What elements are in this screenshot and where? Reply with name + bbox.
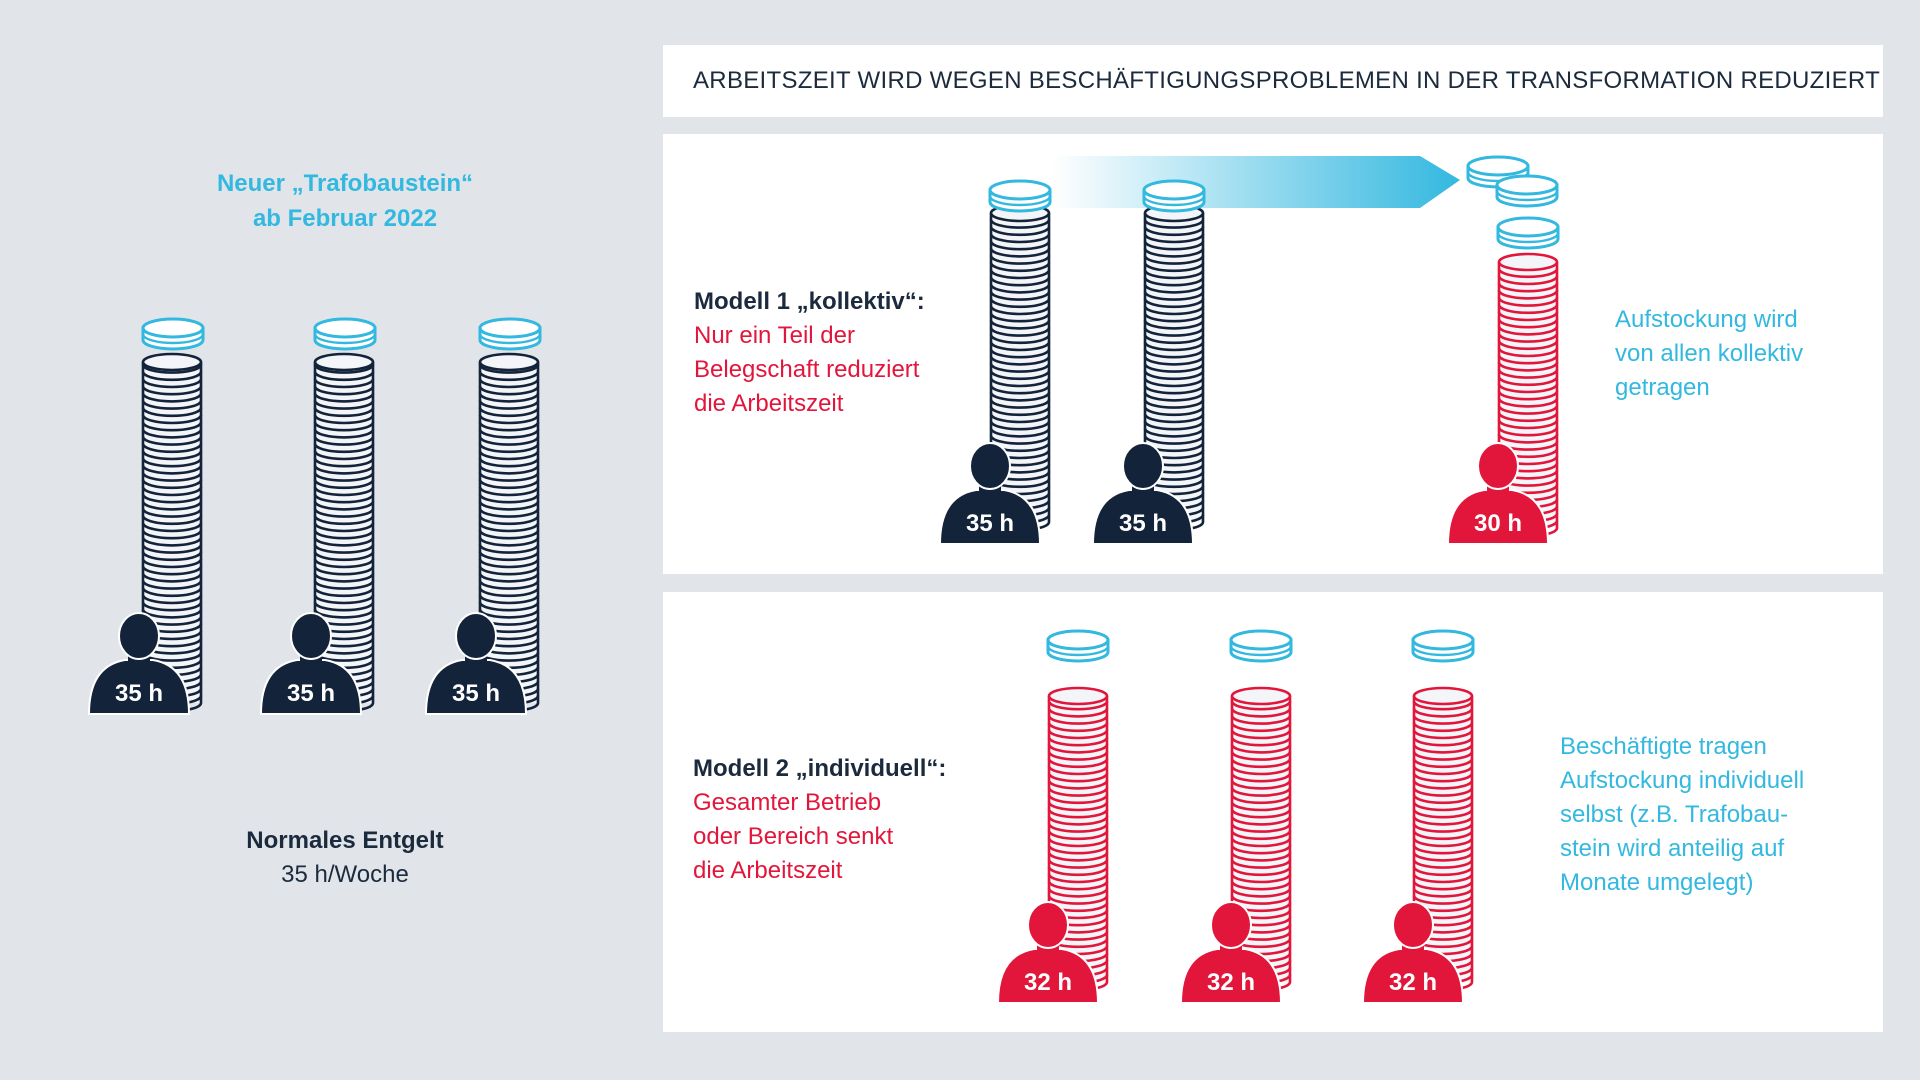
person-icon: 35 h [424,612,528,715]
person-icon: 35 h [87,612,191,715]
model2-heading: Modell 2 „individuell“: [693,755,947,782]
coin-icon [988,179,1052,213]
model1-note-line: Aufstockung wird [1615,306,1798,333]
coin-icon [141,317,205,351]
hours-label: 35 h [452,680,500,707]
model2-note-line: selbst (z.B. Trafobau- [1560,801,1789,828]
trafobaustein-title-line1: Neuer „Trafobaustein“ [216,170,474,197]
coin-stack [313,352,375,713]
coin-icon [1496,216,1560,250]
model2-note-line: Monate umgelegt) [1560,869,1754,896]
model1-desc-line: Nur ein Teil der [694,322,855,349]
coin-icon [1411,629,1475,663]
model1-note: Aufstockung wird von allen kollektiv get… [1615,303,1803,405]
coin-icon [1046,629,1110,663]
coin-stack [141,352,203,713]
coin-stack [989,203,1051,532]
model1-note-line: von allen kollektiv [1615,340,1804,367]
trafobaustein-title: Neuer „Trafobaustein“ ab Februar 2022 [150,166,540,236]
person-icon: 30 h [1446,442,1550,545]
hours-label: 35 h [1119,510,1167,537]
person-icon: 32 h [1179,901,1283,1004]
hours-label: 32 h [1207,969,1255,996]
hours-label: 30 h [1474,510,1522,537]
coin-icon [1142,179,1206,213]
model2-desc-line: oder Bereich senkt [693,823,894,850]
model2-desc-line: Gesamter Betrieb [693,789,882,816]
model1-desc-line: Belegschaft reduziert [694,356,920,383]
coin-stack [1230,686,1292,992]
hours-label: 32 h [1389,969,1437,996]
coin-icon [478,317,542,351]
coin-icon [313,317,377,351]
model2-note: Beschäftigte tragen Aufstockung individu… [1560,730,1804,900]
coin-stack [478,352,540,713]
person-icon: 35 h [938,442,1042,545]
model2-desc-line: die Arbeitszeit [693,857,843,884]
model1-desc-line: die Arbeitszeit [694,390,844,417]
model2-note-line: stein wird anteilig auf [1560,835,1785,862]
normal-pay-caption-sub: 35 h/Woche [281,861,409,888]
person-icon: 32 h [1361,901,1465,1004]
model1-heading: Modell 1 „kollektiv“: [694,288,925,315]
model1-text: Modell 1 „kollektiv“: Nur ein Teil der B… [694,285,925,421]
trafobaustein-title-line2: ab Februar 2022 [252,205,438,232]
model1-note-line: getragen [1615,374,1710,401]
hours-label: 35 h [287,680,335,707]
hours-label: 32 h [1024,969,1072,996]
model2-note-line: Beschäftigte tragen [1560,733,1767,760]
model2-text: Modell 2 „individuell“: Gesamter Betrieb… [693,752,946,888]
hours-label: 35 h [966,510,1014,537]
model2-note-line: Aufstockung individuell [1560,767,1805,794]
coin-icon [1229,629,1293,663]
person-icon: 35 h [1091,442,1195,545]
arrow-icon [1052,156,1460,208]
hours-label: 35 h [115,680,163,707]
header-bar: ARBEITSZEIT WIRD WEGEN BESCHÄFTIGUNGSPRO… [663,45,1883,117]
person-icon: 35 h [259,612,363,715]
person-icon: 32 h [996,901,1100,1004]
header-title: ARBEITSZEIT WIRD WEGEN BESCHÄFTIGUNGSPRO… [693,67,1881,94]
normal-pay-caption-title: Normales Entgelt [246,827,444,854]
normal-pay-caption: Normales Entgelt 35 h/Woche [150,824,540,892]
coin-icon [1495,174,1559,208]
